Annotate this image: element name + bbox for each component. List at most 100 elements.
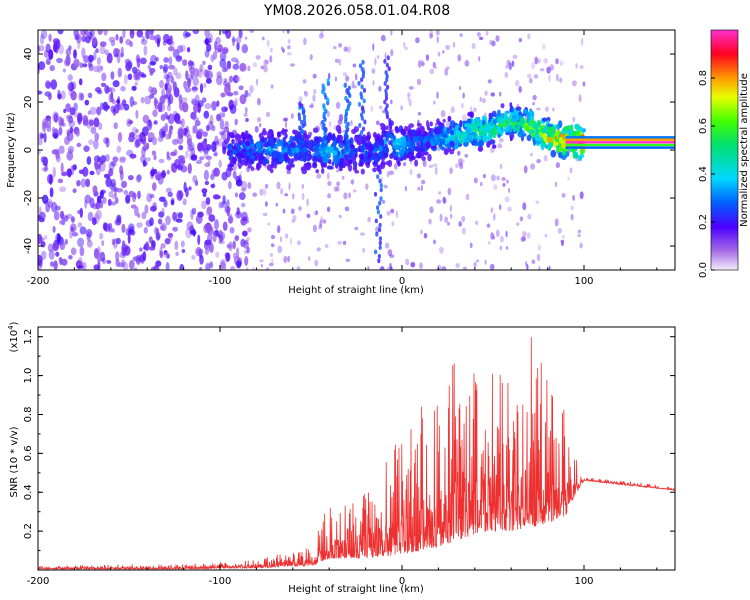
spectrogram-cell <box>548 265 551 270</box>
snr-scale-label: (x104) <box>7 321 20 352</box>
spectrogram-cell <box>97 64 103 74</box>
spectrogram-cell <box>53 133 58 139</box>
spectrogram-cell <box>108 191 114 198</box>
x-tick-label: -100 <box>209 576 232 587</box>
spectrogram-cell <box>447 115 452 122</box>
spectrogram-cell <box>228 241 234 252</box>
spectrogram-cell <box>492 123 496 128</box>
spectrogram-cell <box>236 41 240 51</box>
spectrogram-cell <box>200 140 208 152</box>
spectrogram-cell <box>234 235 240 242</box>
spectrogram-cell <box>149 67 156 74</box>
spectrogram-cell <box>402 162 407 167</box>
spectrogram-cell <box>165 187 172 193</box>
spectrogram-cell <box>362 88 367 93</box>
spectrogram-cell <box>176 55 182 60</box>
spectrogram-cell <box>499 204 502 211</box>
spectrogram-cell <box>428 164 434 169</box>
spectrogram-cell <box>66 151 74 161</box>
spectrogram-cell <box>505 64 509 69</box>
spectrogram-cell <box>572 153 579 159</box>
spectrogram-cell <box>267 222 271 226</box>
spectrogram-cell <box>493 128 498 135</box>
spectrogram-cell <box>245 133 251 139</box>
spectrogram-cell <box>100 65 104 71</box>
spectrogram-cell <box>73 30 79 38</box>
spectrogram-cell <box>353 126 359 133</box>
spectrogram-cell <box>129 259 135 270</box>
spectrogram-cell <box>119 251 127 259</box>
spectrogram-cell <box>441 266 447 270</box>
spectrogram-cell <box>159 196 166 202</box>
spectrogram-cell <box>79 226 87 235</box>
spectrogram-cell <box>242 135 246 143</box>
spectrogram-cell <box>69 126 74 134</box>
spectrogram-cell <box>53 260 58 270</box>
spectrogram-cell <box>523 125 530 131</box>
spectrogram-cell <box>188 59 193 70</box>
spectrogram-cell <box>175 251 179 257</box>
spectrogram-cell <box>54 45 59 54</box>
spectrogram-cell <box>121 240 126 249</box>
spectrogram-cell <box>395 138 398 143</box>
spectrogram-cell <box>506 121 510 126</box>
spectrogram-cell <box>429 33 433 39</box>
spectrogram-cell <box>384 70 388 75</box>
spectrogram-cell <box>343 159 349 167</box>
spectrogram-cell <box>392 149 396 155</box>
spectrogram-cell <box>216 71 222 79</box>
spectrogram-cell <box>243 239 249 249</box>
spectrogram-cell <box>187 47 191 53</box>
spectrogram-cell <box>81 47 86 59</box>
spectrogram-cell <box>433 100 436 105</box>
spectrogram-cell <box>79 246 85 257</box>
spectrogram-cell <box>201 188 208 194</box>
spectrogram-cell <box>68 120 76 128</box>
spectrogram-cell <box>579 191 584 200</box>
spectrogram-cell <box>548 74 551 83</box>
spectrogram-cell <box>342 240 347 245</box>
spectrogram-cell <box>497 143 503 149</box>
spectrogram-cell <box>393 156 398 161</box>
spectrogram-cell <box>186 221 194 231</box>
spectrogram-cell <box>378 200 382 206</box>
spectrogram-cell <box>112 107 117 116</box>
spectrogram-cell <box>532 101 535 106</box>
spectrogram-cell <box>179 263 185 270</box>
spectrogram-cell <box>245 107 248 114</box>
spectrogram-cell <box>202 131 208 137</box>
spectrogram-cell <box>128 223 135 232</box>
spectrogram-cell <box>59 241 66 251</box>
spectrogram-cell <box>269 55 273 63</box>
spectrogram-cell <box>284 121 288 128</box>
spectrogram-cell <box>505 230 508 238</box>
spectrogram-cell <box>522 236 527 241</box>
spectrogram-cell <box>371 68 376 74</box>
colorbar-tick-label: 0.6 <box>698 118 709 134</box>
spectrogram-cell <box>106 52 113 64</box>
spectrogram-cell <box>99 41 107 47</box>
spectrogram-cell <box>141 211 147 220</box>
spectrogram-cell <box>486 223 491 228</box>
spectrogram-cell <box>526 232 531 239</box>
spectrogram-cell <box>534 134 538 142</box>
spectrogram-cell <box>420 185 423 192</box>
spectrogram-cell <box>473 261 477 269</box>
spectrogram-cell <box>213 167 220 177</box>
spectrogram-cell <box>105 177 112 188</box>
spectrogram-cell <box>497 116 501 124</box>
spectrogram-cell <box>241 216 247 222</box>
spectrogram-cell <box>303 121 307 127</box>
spectrogram-cell <box>466 118 472 125</box>
spectrogram-cell <box>101 72 107 82</box>
spectrogram-cell <box>133 267 138 270</box>
spectrogram-cell <box>133 192 137 200</box>
spectrogram-cell <box>332 150 338 156</box>
spectrogram-cell <box>455 163 459 168</box>
spectrogram-cell <box>557 123 560 131</box>
spectrogram-cell <box>114 196 119 205</box>
spectrogram-cell <box>214 40 218 51</box>
spectrogram-cell <box>93 117 100 128</box>
spectrogram-cell <box>479 96 483 103</box>
spectrogram-cell <box>125 194 131 204</box>
